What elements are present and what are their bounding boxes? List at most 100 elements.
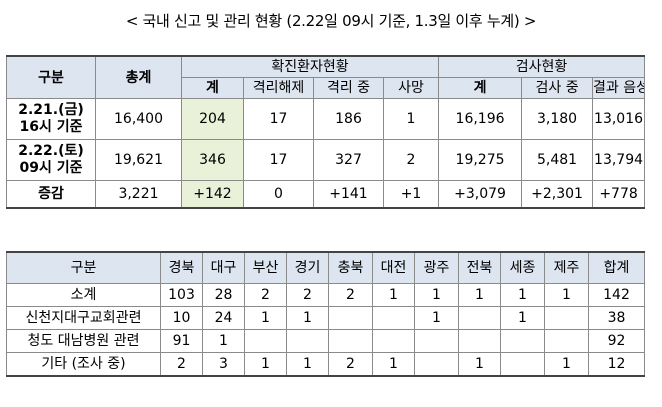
row-label: 신천지대구교회관련 xyxy=(6,306,161,330)
table-cell: 1 xyxy=(414,306,459,330)
table-cell: 103 xyxy=(160,283,203,307)
table-cell: 2 xyxy=(286,283,329,307)
table-cell: 0 xyxy=(243,180,314,209)
table-cell: +778 xyxy=(592,180,646,209)
row-label: 증감 xyxy=(6,180,96,209)
table-cell xyxy=(500,352,545,377)
table-cell: 19,621 xyxy=(95,139,182,181)
report-status-table: 구분 총계 확진환자현황 검사현황 계 격리해제 격리 중 사망 계 검사 중 … xyxy=(6,55,646,209)
col-header-confirmed: 확진환자현황 xyxy=(180,55,440,78)
table-cell: 1 xyxy=(458,352,501,377)
table-cell: 3,180 xyxy=(521,98,594,140)
row-label: 소계 xyxy=(6,283,161,307)
sub-header: 사망 xyxy=(382,77,440,99)
table-cell: +1 xyxy=(382,180,440,209)
table-cell: 28 xyxy=(202,283,245,307)
row-label: 기타 (조사 중) xyxy=(6,352,161,377)
table-cell: 1 xyxy=(500,306,545,330)
col-header: 충북 xyxy=(328,251,373,284)
row-label: 청도 대남병원 관련 xyxy=(6,329,161,353)
table-cell: 1 xyxy=(244,352,287,377)
table-cell: 5,481 xyxy=(521,139,594,181)
table-cell xyxy=(414,329,459,353)
table-cell: 2 xyxy=(328,352,373,377)
table-cell: 16,400 xyxy=(95,98,182,140)
table-cell: 19,275 xyxy=(438,139,523,181)
table-cell xyxy=(372,329,415,353)
regional-table: 구분 경북 대구 부산 경기 충북 대전 광주 전북 세종 제주 합계 소계 103 28 2 2 2 1 1 1 1 1… xyxy=(6,251,645,377)
table-cell: 13,016 xyxy=(592,98,646,140)
table-cell: 38 xyxy=(588,306,645,330)
table-row: 증감 3,221 +142 0 +141 +1 +3,079 +2,301 +7… xyxy=(6,180,646,209)
table-cell xyxy=(286,329,329,353)
col-header: 합계 xyxy=(588,251,645,284)
table-cell: 2 xyxy=(382,139,440,181)
table-cell xyxy=(500,329,545,353)
table-cell: 327 xyxy=(313,139,384,181)
table-row: 신천지대구교회관련 10 24 1 1 1 1 38 xyxy=(6,306,645,330)
sub-header: 격리해제 xyxy=(243,77,314,99)
table-cell: 1 xyxy=(414,283,459,307)
table-cell: 1 xyxy=(372,352,415,377)
col-header: 대구 xyxy=(202,251,245,284)
table-cell: 1 xyxy=(286,306,329,330)
table-cell xyxy=(544,329,589,353)
col-header: 대전 xyxy=(372,251,415,284)
table-cell: 3 xyxy=(202,352,245,377)
col-header-group: 구분 xyxy=(6,55,96,99)
table-row: 기타 (조사 중) 2 3 1 1 2 1 1 1 12 xyxy=(6,352,645,377)
table-cell: 1 xyxy=(382,98,440,140)
col-header-tests: 검사현황 xyxy=(438,55,646,78)
sub-header: 검사 중 xyxy=(521,77,594,99)
col-header: 경기 xyxy=(286,251,329,284)
table-cell: 1 xyxy=(500,283,545,307)
table-cell xyxy=(328,329,373,353)
table-cell xyxy=(458,306,501,330)
table-row: 청도 대남병원 관련 91 1 92 xyxy=(6,329,645,353)
table-cell: +142 xyxy=(181,180,244,209)
row-label: 2.22.(토) 09시 기준 xyxy=(6,139,96,181)
table-cell: 1 xyxy=(286,352,329,377)
col-header: 광주 xyxy=(414,251,459,284)
table-cell xyxy=(328,306,373,330)
table-cell xyxy=(372,306,415,330)
table-cell xyxy=(544,306,589,330)
table-cell: 24 xyxy=(202,306,245,330)
table-cell xyxy=(244,329,287,353)
table-cell: 1 xyxy=(244,306,287,330)
table-cell: 1 xyxy=(544,352,589,377)
sub-header: 계 xyxy=(438,77,523,99)
table-cell: 10 xyxy=(160,306,203,330)
table-cell: +2,301 xyxy=(521,180,594,209)
table-cell: 204 xyxy=(181,98,244,140)
table-cell: 1 xyxy=(458,283,501,307)
table-cell xyxy=(458,329,501,353)
table-cell: 17 xyxy=(243,98,314,140)
table-cell: 2 xyxy=(244,283,287,307)
table-cell: 16,196 xyxy=(438,98,523,140)
table-cell: 91 xyxy=(160,329,203,353)
table-row: 소계 103 28 2 2 2 1 1 1 1 1 142 xyxy=(6,283,645,307)
table-cell: 1 xyxy=(544,283,589,307)
table-cell: 13,794 xyxy=(592,139,646,181)
table-cell: 1 xyxy=(372,283,415,307)
sub-header: 계 xyxy=(181,77,244,99)
col-header: 경북 xyxy=(160,251,203,284)
sub-header: 격리 중 xyxy=(313,77,384,99)
sub-header: 결과 음성 xyxy=(592,77,646,99)
table-cell: +141 xyxy=(313,180,384,209)
table-cell: 2 xyxy=(328,283,373,307)
table-cell xyxy=(414,352,459,377)
col-header: 구분 xyxy=(6,251,161,284)
table-cell: 2 xyxy=(160,352,203,377)
table-cell: 92 xyxy=(588,329,645,353)
row-label: 2.21.(금) 16시 기준 xyxy=(6,98,96,140)
table-row: 2.22.(토) 09시 기준 19,621 346 17 327 2 19,27… xyxy=(6,139,646,181)
col-header: 제주 xyxy=(544,251,589,284)
col-header: 부산 xyxy=(244,251,287,284)
table-cell: 142 xyxy=(588,283,645,307)
page-title: < 국내 신고 및 관리 현황 (2.22일 09시 기준, 1.3일 이후 누… xyxy=(125,12,537,30)
table-cell: 3,221 xyxy=(95,180,182,209)
col-header-total: 총계 xyxy=(95,55,182,99)
table-cell: 17 xyxy=(243,139,314,181)
